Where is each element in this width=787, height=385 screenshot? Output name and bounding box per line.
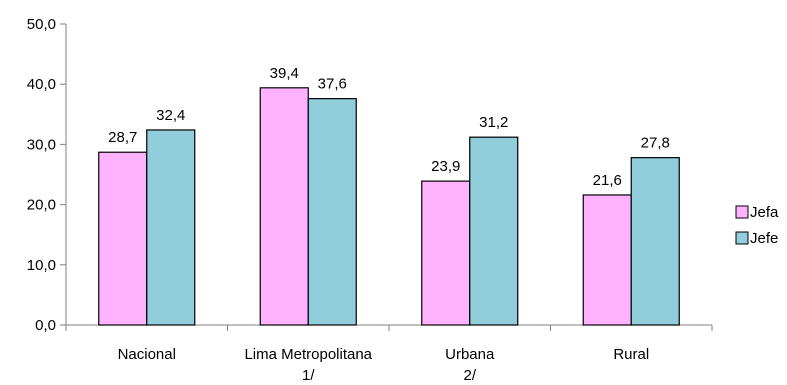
x-category-label: Rural — [613, 346, 649, 363]
legend: Jefa Jefe — [735, 204, 779, 247]
legend-label: Jefe — [750, 230, 778, 247]
legend-swatch — [735, 205, 749, 219]
y-axis: 0,0 10,0 20,0 30,0 40,0 50,0 — [27, 16, 67, 334]
bar-jefa — [421, 180, 471, 326]
y-tick-label: 50,0 — [27, 16, 56, 33]
x-category-label: 1/ — [302, 367, 315, 384]
x-category-label: 2/ — [463, 367, 476, 384]
bars — [98, 87, 680, 326]
data-label: 39,4 — [270, 65, 299, 82]
bar-jefe — [469, 136, 519, 326]
bar-jefa — [259, 87, 309, 326]
bar-jefe — [307, 98, 357, 326]
data-label: 37,6 — [318, 76, 347, 93]
data-label: 32,4 — [156, 107, 185, 124]
y-tick-label: 30,0 — [27, 136, 56, 153]
bar-jefe — [146, 129, 196, 326]
data-label: 21,6 — [593, 172, 622, 189]
x-axis: Nacional Lima Metropolitana 1/Urbana 2/Rura… — [65, 324, 713, 384]
bar-jefa — [98, 151, 148, 326]
bar-jefa — [582, 194, 632, 326]
x-category-label: Lima Metropolitana — [244, 346, 372, 363]
x-category-label: Nacional — [118, 346, 176, 363]
bar-jefe — [630, 157, 680, 326]
data-label: 31,2 — [479, 114, 508, 131]
y-tick-label: 40,0 — [27, 76, 56, 93]
y-tick-label: 20,0 — [27, 197, 56, 214]
data-label: 23,9 — [431, 158, 460, 175]
y-tick-label: 10,0 — [27, 257, 56, 274]
legend-swatch — [735, 231, 749, 245]
data-label: 27,8 — [641, 135, 670, 152]
data-labels: 28,7 32,4 39,4 37,6 23,9 31,2 21,6 27,8 — [108, 65, 670, 189]
y-tick-label: 0,0 — [35, 317, 56, 334]
legend-label: Jefa — [750, 204, 779, 221]
x-category-label: Urbana — [445, 346, 495, 363]
data-label: 28,7 — [108, 129, 137, 146]
